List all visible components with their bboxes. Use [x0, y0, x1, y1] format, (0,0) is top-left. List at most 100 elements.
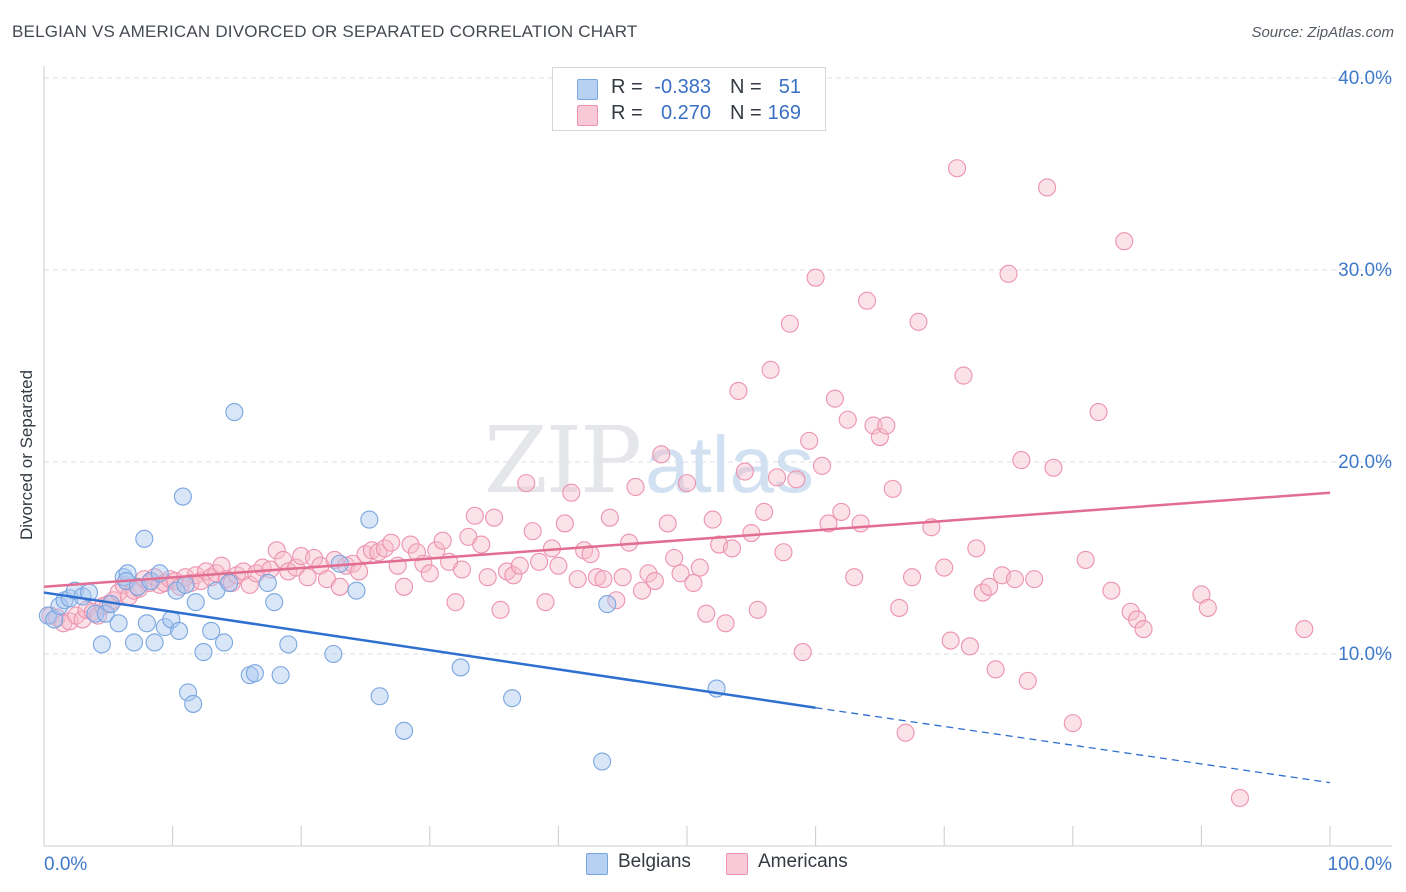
belgian-point: [178, 683, 198, 702]
belgian-point: [50, 596, 69, 616]
american-point: [755, 502, 774, 521]
belgian-point: [220, 573, 239, 593]
american-point: [703, 510, 722, 529]
belgian-point: [135, 529, 154, 548]
american-point: [870, 427, 889, 447]
chart-title: BELGIAN VS AMERICAN DIVORCED OR SEPARATE…: [12, 22, 638, 41]
american-point: [735, 462, 754, 481]
belgian-point: [395, 721, 414, 740]
trend-lines: [43, 491, 1331, 784]
n-label: N =: [730, 76, 762, 98]
watermark: ZIP atlas: [484, 407, 814, 514]
american-point: [240, 575, 259, 594]
american-point: [658, 514, 677, 533]
belgian-point: [279, 635, 298, 654]
belgian-point: [176, 575, 195, 594]
belgian-point: [265, 593, 284, 612]
american-point: [594, 570, 613, 589]
belgian-point: [92, 635, 111, 654]
american-point: [767, 468, 787, 487]
r-label: R =: [611, 102, 643, 124]
american-point: [793, 643, 812, 662]
american-point: [1012, 451, 1031, 470]
belgian-point: [194, 643, 213, 662]
american-point: [684, 573, 703, 593]
belgian-point: [347, 581, 366, 600]
x-tick-label: 100.0%: [1328, 854, 1393, 875]
american-point: [555, 514, 574, 533]
belgian-point: [214, 633, 234, 652]
american-point: [1230, 788, 1250, 808]
american-point: [877, 416, 896, 435]
american-point: [825, 389, 844, 408]
belgian-points: [38, 403, 726, 771]
belgian-point: [167, 581, 186, 600]
belgian-point: [370, 687, 389, 706]
american-point: [980, 577, 999, 596]
american-point: [729, 381, 748, 401]
american-point: [845, 568, 864, 587]
belgian-point: [186, 593, 205, 612]
chart-source: Source: ZipAtlas.com: [1251, 24, 1394, 41]
watermark-zip: ZIP: [484, 407, 640, 514]
tick-labels: 10.0% 20.0% 30.0% 40.0% 0.0% 100.0%: [44, 68, 1392, 875]
american-point: [986, 660, 1005, 679]
american-point: [1102, 581, 1121, 600]
american-swatch: [577, 105, 598, 126]
american-point: [806, 268, 825, 287]
american-point: [478, 568, 497, 587]
american-point: [446, 593, 465, 612]
american-point: [954, 366, 973, 385]
r-label: R =: [611, 76, 643, 98]
american-point: [530, 552, 549, 571]
american-point: [761, 360, 780, 379]
axis-layer: [43, 66, 1392, 847]
american-point: [645, 571, 664, 591]
belgian-trend-line: [43, 591, 816, 709]
american-point: [742, 523, 761, 543]
american-point: [549, 556, 568, 575]
american-point: [780, 314, 799, 333]
american-point: [382, 533, 401, 552]
american-point: [613, 568, 632, 587]
american-point: [433, 531, 452, 550]
american-point: [812, 456, 832, 475]
watermark-atlas: atlas: [645, 420, 814, 509]
american-point: [485, 508, 504, 527]
american-point: [267, 541, 286, 560]
american-point: [890, 598, 909, 617]
bottom-legend-label: Belgians: [618, 851, 691, 872]
american-point: [632, 581, 652, 600]
correlation-legend: R = -0.383 N = 51 R = 0.270 N = 169: [552, 67, 826, 131]
american-point: [330, 577, 349, 596]
american-point: [536, 593, 555, 612]
american-point: [626, 477, 645, 497]
belgian-point: [202, 621, 221, 641]
american-point: [1063, 714, 1082, 733]
belgian-point: [271, 666, 290, 685]
belgian-point: [137, 614, 156, 633]
american-point: [562, 483, 581, 502]
american-point: [1295, 619, 1314, 639]
american-point: [748, 600, 767, 619]
american-point: [819, 514, 838, 533]
american-point: [909, 312, 928, 331]
american-point: [665, 548, 684, 568]
belgian-point: [258, 573, 277, 593]
american-point: [864, 416, 883, 435]
american-point: [1134, 619, 1153, 639]
american-point: [902, 568, 922, 587]
belgian-point: [184, 694, 203, 713]
american-point: [465, 506, 484, 525]
american-point: [491, 600, 510, 619]
belgian-point: [86, 604, 105, 623]
american-point: [896, 723, 915, 742]
american-point: [960, 637, 979, 656]
belgian-point: [155, 618, 174, 637]
american-point: [716, 614, 735, 633]
american-point: [1198, 598, 1217, 617]
american-point: [350, 562, 369, 581]
legend-row-belgians: R = -0.383 N = 51: [553, 75, 825, 101]
american-point: [697, 604, 716, 623]
